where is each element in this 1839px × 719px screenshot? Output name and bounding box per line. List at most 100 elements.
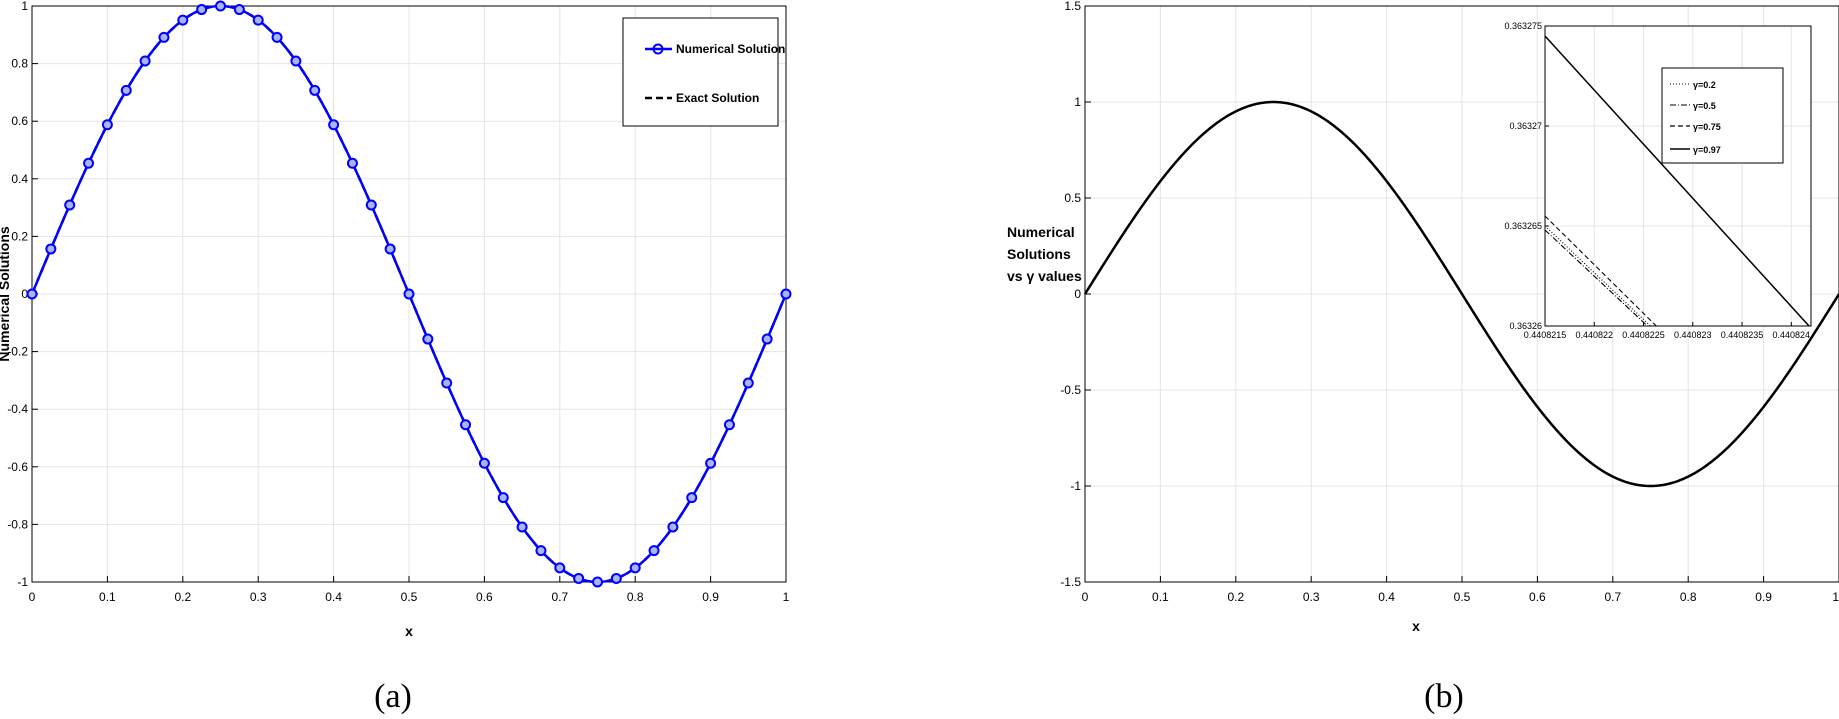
panel-b-x-tick-label: 0.5 bbox=[1454, 590, 1471, 604]
panel-b-x-tick-label: 0.7 bbox=[1604, 590, 1621, 604]
panel-a-x-tick-label: 0.9 bbox=[702, 590, 719, 604]
panel-b-inset-legend-label-0.5: γ=0.5 bbox=[1693, 101, 1716, 111]
panel-a-y-tick-label: -0.2 bbox=[7, 345, 28, 359]
panel-a-data-point bbox=[648, 545, 660, 557]
panel-b-inset-x-tick-label: 0.4408215 bbox=[1524, 330, 1567, 340]
panel-b-x-tick-label: 0.8 bbox=[1680, 590, 1697, 604]
panel-b-inset-x-tick-label: 0.440823 bbox=[1674, 330, 1712, 340]
panel-a-data-point bbox=[271, 31, 283, 43]
panel-b-y-tick-label: -1 bbox=[1070, 479, 1081, 493]
panel-b-inset-legend-label-0.75: γ=0.75 bbox=[1693, 122, 1721, 132]
panel-b-inset-line bbox=[1544, 215, 1657, 327]
panel-a-data-point bbox=[761, 333, 773, 345]
panel-b-x-ticks: 0 0.1 0.2 0.3 0.4 0.5 0.6 0.7 0.8 0.9 1 bbox=[1082, 576, 1839, 604]
panel-a-numerical-markers bbox=[26, 0, 792, 588]
panel-b-x-tick-label: 0.9 bbox=[1755, 590, 1772, 604]
panel-b-inset-legend-label-0.97: γ=0.97 bbox=[1693, 145, 1721, 155]
panel-b-inset-line bbox=[1544, 35, 1810, 327]
panel-b-y-tick-label: 0.5 bbox=[1064, 191, 1081, 205]
panel-a-legend-numerical-marker bbox=[652, 43, 664, 55]
panel-b-inset-y-ticks: 0.36326 0.363265 0.36327 0.363275 bbox=[1504, 21, 1549, 331]
panel-a-data-point bbox=[460, 419, 472, 431]
panel-a-x-tick-label: 0.5 bbox=[401, 590, 418, 604]
panel-a-data-point bbox=[252, 14, 264, 26]
panel-a-data-point bbox=[309, 84, 321, 96]
panel-a-data-point bbox=[592, 576, 603, 588]
panel-a-data-point bbox=[554, 562, 566, 574]
panel-b-y-axis-label-line-3: vs γ values bbox=[1007, 268, 1082, 284]
panel-a-x-tick-label: 0.1 bbox=[99, 590, 116, 604]
panel-b-inset-x-ticks: 0.4408215 0.440822 0.4408225 0.440823 0.4408… bbox=[1524, 322, 1810, 340]
panel-b-x-tick-label: 0 bbox=[1082, 590, 1089, 604]
panel-a-data-point bbox=[705, 457, 717, 469]
panel-a-data-point bbox=[101, 119, 113, 131]
panel-b-inset-lines bbox=[1544, 35, 1810, 327]
panel-a-y-tick-label: 1 bbox=[21, 0, 28, 13]
panel-b-y-tick-label: -0.5 bbox=[1060, 383, 1081, 397]
panel-a-data-point bbox=[196, 4, 208, 16]
panel-b-inset-legend: γ=0.2 γ=0.5 γ=0.75 γ=0.97 bbox=[1661, 67, 1784, 164]
panel-a-y-tick-label: 0.8 bbox=[11, 57, 28, 71]
panel-b-x-tick-label: 0.2 bbox=[1227, 590, 1244, 604]
panel-a-y-tick-label: 0 bbox=[21, 287, 28, 301]
panel-a-data-point bbox=[139, 55, 151, 67]
panel-a-chart: 0 0.1 0.2 0.3 0.4 0.5 0.6 0.7 0.8 0.9 1 -1 -0.8 -0.6… bbox=[0, 0, 792, 715]
panel-b-inset-y-tick-label: 0.36326 bbox=[1509, 321, 1542, 331]
panel-a-data-point bbox=[686, 492, 698, 504]
panel-b-x-tick-label: 1 bbox=[1832, 590, 1839, 604]
panel-b-y-tick-label: 0 bbox=[1074, 287, 1081, 301]
panel-a-legend-exact-label: Exact Solution bbox=[676, 91, 759, 105]
panel-b-inset-y-tick-label: 0.36327 bbox=[1509, 121, 1542, 131]
panel-a-data-point bbox=[346, 157, 358, 169]
panel-a-y-tick-label: -0.8 bbox=[7, 517, 28, 531]
panel-a-x-tick-label: 0.2 bbox=[174, 590, 191, 604]
panel-b-inset-x-tick-label: 0.440824 bbox=[1773, 330, 1811, 340]
panel-a-x-tick-label: 0.6 bbox=[476, 590, 493, 604]
panel-a-y-tick-label: 0.6 bbox=[11, 114, 28, 128]
panel-a-data-point bbox=[573, 572, 585, 584]
panel-a-data-point bbox=[158, 31, 170, 43]
panel-b-y-axis-label: Numerical Solutions vs γ values bbox=[1007, 224, 1082, 284]
panel-a-y-tick-label: 0.2 bbox=[11, 229, 28, 243]
panel-b-inset-chart: 0.4408215 0.440822 0.4408225 0.440823 0.4408… bbox=[1504, 21, 1812, 340]
panel-b-series-curves bbox=[1083, 100, 1839, 488]
panel-a-data-point bbox=[328, 119, 340, 131]
panel-a-legend-numerical-label: Numerical Solution bbox=[676, 42, 785, 56]
panel-b-y-tick-label: 1.5 bbox=[1064, 0, 1081, 13]
panel-a-x-tick-label: 0.3 bbox=[250, 590, 267, 604]
panel-a-x-tick-label: 0.7 bbox=[551, 590, 568, 604]
panel-b-inset-line bbox=[1544, 229, 1648, 327]
panel-b-inset-x-tick-label: 0.4408235 bbox=[1721, 330, 1764, 340]
panel-a-data-point bbox=[610, 572, 622, 584]
panel-b-inset-x-tick-label: 0.4408225 bbox=[1622, 330, 1665, 340]
panel-a-data-point bbox=[535, 545, 547, 557]
panel-b-inset-line bbox=[1544, 225, 1651, 327]
panel-a-x-tick-label: 0 bbox=[29, 590, 36, 604]
panel-a-x-tick-label: 1 bbox=[783, 590, 790, 604]
panel-a-data-point bbox=[215, 0, 226, 12]
panel-a-y-tick-label: -0.6 bbox=[7, 460, 28, 474]
panel-a-data-point bbox=[120, 84, 132, 96]
panel-a-data-point bbox=[516, 521, 528, 533]
panel-b-y-axis-label-line-2: Solutions bbox=[1007, 246, 1071, 262]
panel-a-y-tick-label: -0.4 bbox=[7, 402, 28, 416]
panel-a-data-point bbox=[403, 288, 415, 300]
panel-b-x-tick-label: 0.1 bbox=[1152, 590, 1169, 604]
panel-a-data-point bbox=[742, 377, 754, 389]
panel-a-legend: Numerical Solution Exact Solution bbox=[622, 17, 785, 127]
panel-b-y-ticks: -1.5 -1 -0.5 0 0.5 1 1.5 bbox=[1060, 0, 1091, 589]
panel-a-x-axis-label: x bbox=[405, 623, 413, 639]
panel-a-data-point bbox=[422, 333, 434, 345]
panel-b-caption: (b) bbox=[1424, 678, 1464, 715]
panel-b-x-axis-label: x bbox=[1412, 618, 1420, 634]
panel-a-x-tick-label: 0.4 bbox=[325, 590, 342, 604]
panel-a-data-point bbox=[365, 199, 377, 211]
panel-a-data-point bbox=[290, 55, 302, 67]
panel-b-chart: 0 0.1 0.2 0.3 0.4 0.5 0.6 0.7 0.8 0.9 1 -1.5 -1 -0.5… bbox=[1007, 0, 1839, 715]
panel-a-data-point bbox=[384, 243, 396, 255]
panel-a-data-point bbox=[177, 14, 189, 26]
panel-a-data-point bbox=[45, 243, 57, 255]
panel-b-x-tick-label: 0.3 bbox=[1303, 590, 1320, 604]
panel-a-data-point bbox=[629, 562, 641, 574]
